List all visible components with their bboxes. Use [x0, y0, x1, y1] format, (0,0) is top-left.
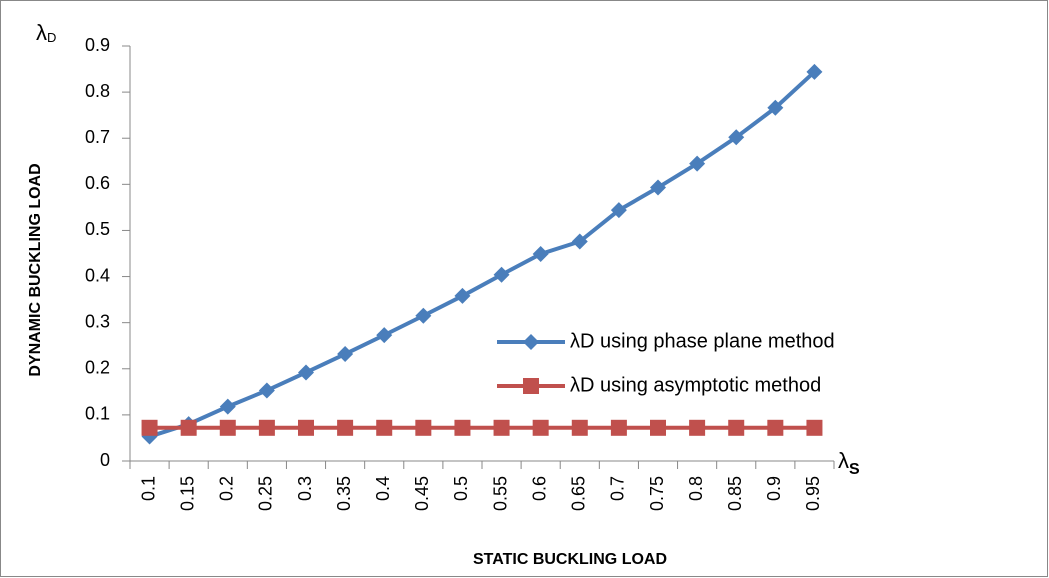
symbol: λ: [838, 448, 849, 473]
point: [141, 419, 158, 436]
x-tick-label: 0.2: [217, 476, 237, 501]
legend-label: λD using asymptotic method: [570, 374, 821, 396]
point: [454, 419, 471, 436]
x-tick-label: 0.8: [686, 476, 706, 501]
x-tick-label: 0.55: [490, 476, 510, 511]
x-axis-symbol: λS: [838, 448, 860, 478]
symbol-sub: D: [47, 30, 56, 45]
point: [376, 327, 393, 344]
point: [806, 419, 823, 436]
x-tick-label: 0.15: [177, 476, 197, 511]
point: [376, 419, 393, 436]
x-tick-label: 0.7: [608, 476, 628, 501]
x-tick-label: 0.6: [529, 476, 549, 501]
point: [532, 245, 549, 262]
y-tick-label: 0.8: [85, 81, 110, 101]
y-axis-title: DYNAMIC BUCKLING LOAD: [27, 163, 44, 376]
point: [258, 382, 275, 399]
x-tick-label: 0.25: [256, 476, 276, 511]
legend-marker: [523, 378, 539, 394]
x-axis-title: STATIC BUCKLING LOAD: [473, 551, 667, 568]
point: [689, 155, 706, 172]
y-tick-label: 0.4: [85, 265, 110, 285]
symbol: λ: [36, 20, 47, 45]
x-tick-label: 0.95: [803, 476, 823, 511]
point: [415, 307, 432, 324]
point: [767, 99, 784, 116]
point: [219, 398, 236, 415]
point: [728, 419, 745, 436]
point: [454, 287, 471, 304]
symbol-sub: S: [849, 461, 860, 478]
point: [337, 419, 354, 436]
y-tick-label: 0.1: [85, 404, 110, 424]
y-tick-label: 0.6: [85, 173, 110, 193]
point: [689, 419, 706, 436]
x-tick-label: 0.5: [451, 476, 471, 501]
legend-marker: [523, 334, 539, 350]
x-tick-label: 0.3: [295, 476, 315, 501]
y-tick-label: 0.5: [85, 219, 110, 239]
point: [650, 419, 666, 436]
y-axis-symbol: λD: [36, 20, 56, 46]
y-tick-label: 0.2: [85, 358, 110, 378]
x-tick-label: 0.45: [412, 476, 432, 511]
x-tick-label: 0.85: [725, 476, 745, 511]
point: [337, 346, 354, 363]
point: [728, 129, 745, 146]
x-tick-label: 0.9: [764, 476, 784, 501]
point: [180, 419, 197, 436]
x-tick-label: 0.65: [569, 476, 589, 511]
legend-label: λD using phase plane method: [570, 330, 835, 352]
x-tick-label: 0.4: [373, 476, 393, 501]
point: [258, 419, 275, 436]
point: [806, 63, 823, 80]
x-tick-label: 0.75: [647, 476, 667, 511]
series-line: [148, 70, 816, 439]
point: [571, 419, 588, 436]
point: [415, 419, 432, 436]
point: [610, 202, 627, 219]
y-tick-label: 0.3: [85, 311, 110, 331]
point: [532, 419, 549, 436]
x-tick-label: 0.35: [334, 476, 354, 511]
point: [571, 233, 588, 250]
point: [493, 419, 510, 436]
point: [650, 179, 666, 196]
x-tick-label: 0.1: [138, 476, 158, 501]
point: [610, 419, 627, 436]
point: [219, 419, 236, 436]
y-tick-label: 0.7: [85, 127, 110, 147]
y-tick-label: 0.9: [85, 35, 110, 55]
point: [298, 364, 314, 381]
point: [493, 266, 510, 283]
point: [767, 419, 784, 436]
point: [298, 419, 314, 436]
y-tick-label: 0: [100, 450, 110, 470]
